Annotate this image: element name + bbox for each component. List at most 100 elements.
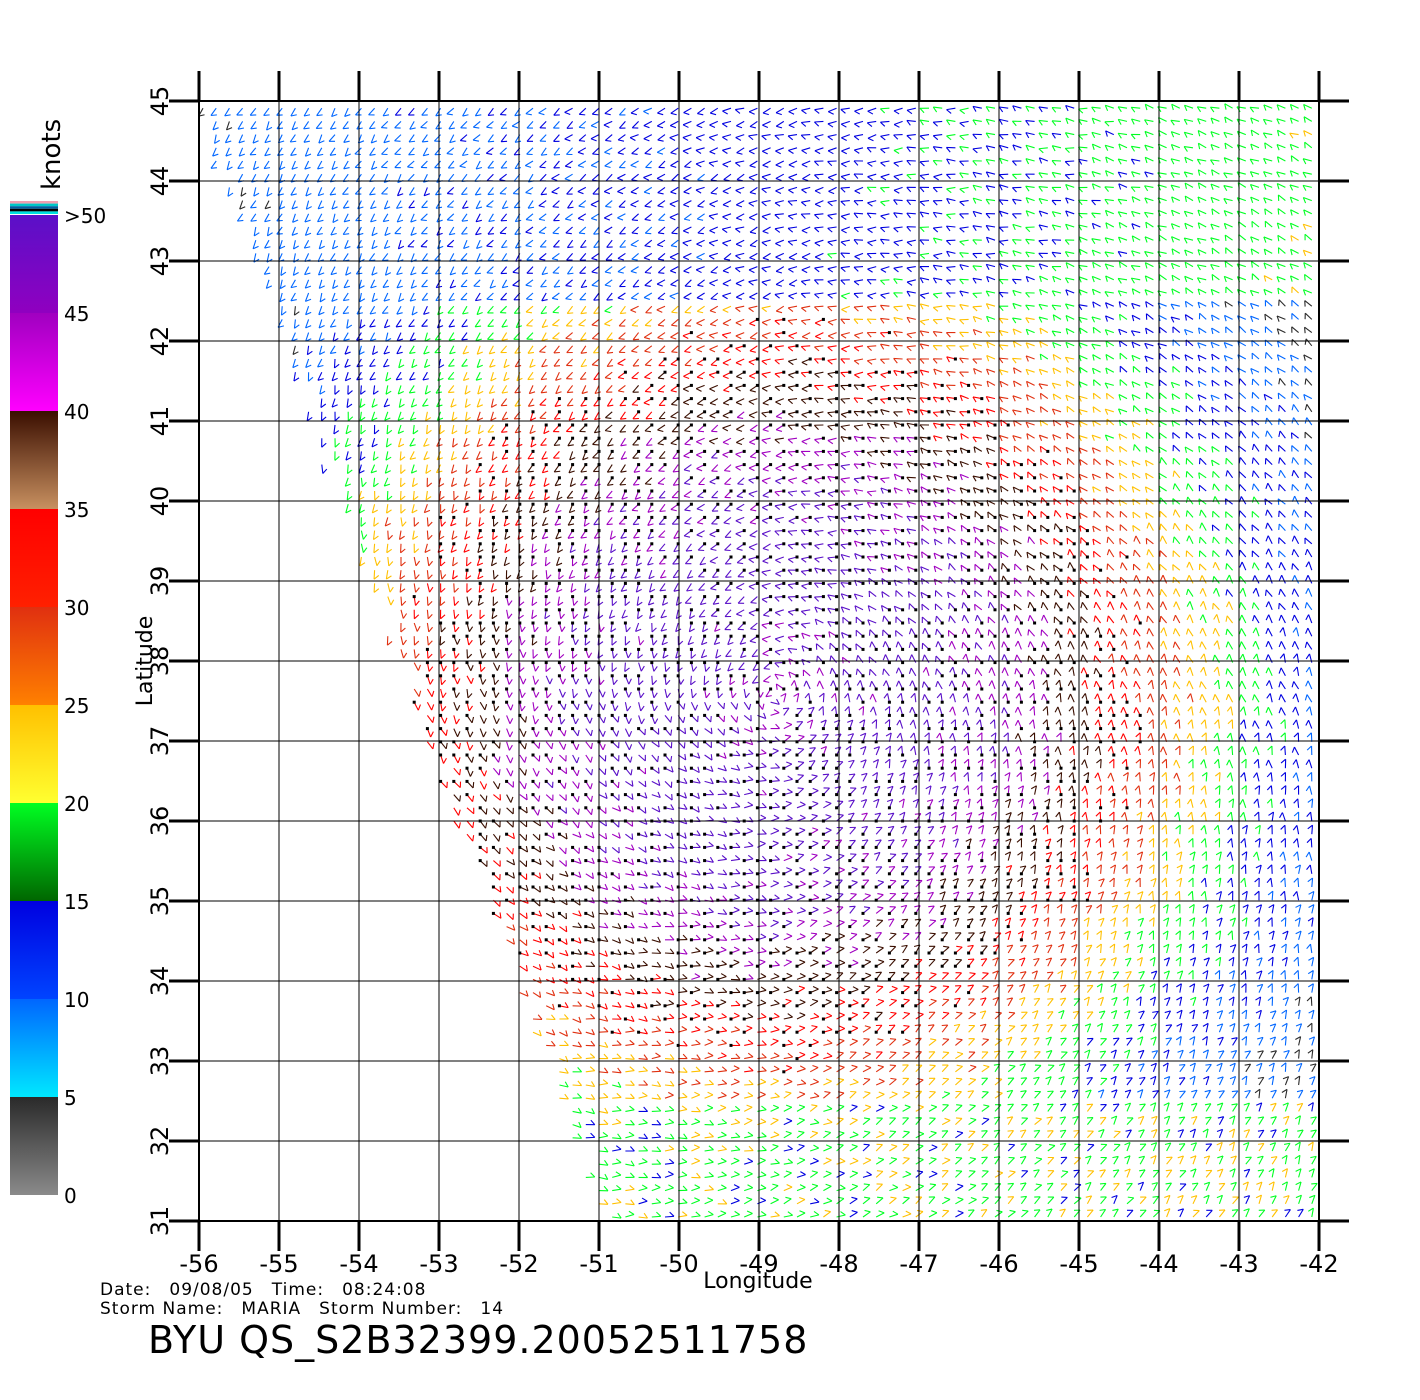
wind-vector: [902, 1052, 910, 1060]
rain-flag: [769, 938, 773, 942]
wind-barb: [1081, 811, 1087, 818]
wind-vector: [862, 1078, 871, 1086]
wind-barb: [603, 1146, 609, 1153]
wind-vector: [519, 992, 529, 997]
wind-barb: [1123, 904, 1129, 909]
wind-vector: [717, 1055, 727, 1060]
wind-barb: [1228, 996, 1235, 1001]
wind-vector: [1205, 1128, 1209, 1138]
wind-barb: [1162, 1062, 1169, 1067]
wind-vector: [1086, 1049, 1091, 1059]
wind-vector: [1258, 1181, 1263, 1191]
wind-barb: [642, 1040, 648, 1046]
wind-barb: [826, 959, 833, 964]
wind-barb: [1189, 1062, 1196, 1067]
rain-flag: [557, 938, 561, 942]
wind-vector: [1311, 798, 1314, 808]
wind-vector: [1137, 746, 1141, 756]
wind-barb: [1202, 996, 1209, 1001]
wind-barb: [1122, 917, 1128, 922]
rain-flag: [821, 832, 825, 836]
rain-flag: [623, 806, 627, 810]
rain-flag: [874, 1017, 878, 1021]
wind-barb: [1072, 1115, 1079, 1119]
wind-barb: [1048, 1143, 1056, 1147]
wind-barb: [1240, 864, 1246, 870]
wind-vector: [1086, 1089, 1092, 1099]
wind-barb: [798, 1130, 805, 1133]
rain-flag: [1072, 832, 1076, 836]
wind-barb: [552, 977, 555, 984]
wind-barb: [577, 962, 582, 968]
rain-flag: [887, 806, 891, 810]
wind-vector: [1218, 1102, 1224, 1112]
wind-barb: [1033, 1037, 1040, 1040]
wind-barb: [656, 1146, 662, 1152]
rain-flag: [663, 1017, 667, 1021]
wind-vector: [981, 1156, 988, 1165]
wind-vector: [585, 767, 592, 776]
wind-barb: [826, 1026, 833, 1031]
wind-barb: [1176, 1022, 1183, 1027]
wind-vector: [506, 767, 512, 777]
wind-barb: [956, 1011, 963, 1014]
wind-barb: [774, 1211, 780, 1217]
wind-barb: [1110, 1075, 1117, 1080]
wind-barb: [1217, 1076, 1224, 1080]
rain-flag: [782, 753, 786, 757]
rain-flag: [703, 1017, 707, 1021]
rain-flag: [491, 872, 495, 876]
wind-vector: [770, 1145, 779, 1152]
wind-barb: [813, 1144, 819, 1149]
wind-barb: [1125, 957, 1132, 961]
wind-barb: [1190, 1155, 1197, 1159]
wind-vector: [1139, 1036, 1144, 1046]
wind-vector: [1046, 825, 1049, 835]
wind-barb: [890, 998, 897, 1001]
wind-vector: [1231, 930, 1234, 940]
wind-barb: [617, 989, 622, 996]
wind-vector: [981, 1066, 990, 1073]
wind-barb: [1257, 1050, 1264, 1053]
wind-barb: [564, 1093, 569, 1100]
wind-vector: [836, 1160, 846, 1165]
rain-flag: [940, 925, 944, 929]
wind-barb: [604, 950, 608, 957]
wind-vector: [1230, 838, 1234, 848]
wind-vector: [1166, 1062, 1169, 1072]
wind-barb: [1268, 1168, 1275, 1173]
wind-vector: [691, 1146, 700, 1152]
wind-vector: [506, 807, 514, 815]
colorbar-segment: [10, 607, 58, 705]
rain-flag: [571, 951, 575, 955]
wind-barb: [1032, 1010, 1039, 1014]
wind-barb: [864, 893, 871, 896]
wind-vector: [1166, 930, 1169, 940]
wind-vector: [1192, 1155, 1197, 1165]
wind-barb: [785, 800, 792, 804]
wind-vector: [730, 1067, 740, 1073]
wind-vector: [1073, 1050, 1080, 1059]
rain-flag: [531, 793, 535, 797]
wind-vector: [717, 1083, 727, 1086]
wind-vector: [1007, 1196, 1015, 1205]
wind-vector: [1086, 1182, 1092, 1191]
wind-vector: [1047, 1196, 1055, 1205]
wind-barb: [1070, 930, 1077, 935]
wind-barb: [991, 904, 998, 908]
wind-barb: [591, 1108, 595, 1114]
wind-vector: [1308, 851, 1313, 861]
wind-barb: [930, 1130, 937, 1134]
wind-vector: [915, 785, 918, 795]
wind-vector: [1232, 1037, 1238, 1046]
wind-barb: [787, 788, 793, 793]
wind-vector: [1204, 785, 1207, 795]
wind-barb: [760, 973, 767, 978]
wind-vector: [875, 866, 883, 875]
wind-vector: [717, 1070, 727, 1073]
wind-barb: [1270, 1129, 1277, 1132]
wind-vector: [1007, 1144, 1016, 1152]
rain-flag: [571, 766, 575, 770]
wind-vector: [1245, 931, 1250, 940]
wind-vector: [678, 1096, 688, 1099]
